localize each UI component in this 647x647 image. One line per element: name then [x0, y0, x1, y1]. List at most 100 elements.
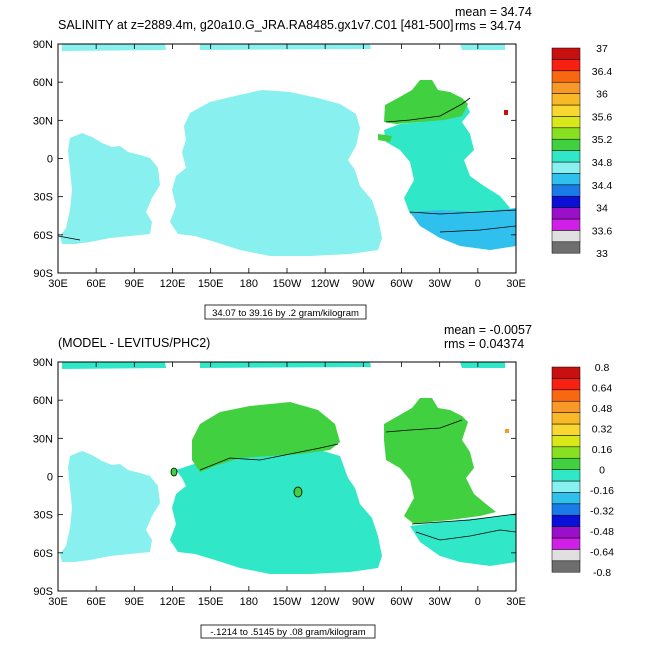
- x-tick-label: 60W: [390, 278, 413, 290]
- x-tick-label: 150E: [198, 278, 224, 290]
- colorbar-label: 33: [596, 248, 608, 260]
- panel-2-pacific-south: [170, 450, 382, 574]
- colorbar-swatch: [551, 412, 581, 425]
- y-tick-label: 60S: [33, 548, 53, 560]
- colorbar-swatch: [551, 503, 581, 516]
- x-tick-label: 120E: [160, 278, 186, 290]
- x-tick-label: 30E: [48, 278, 68, 290]
- colorbar-swatch: [551, 457, 581, 470]
- colorbar-swatch: [551, 423, 581, 436]
- y-tick-label: 30S: [33, 192, 53, 204]
- colorbar-swatch: [551, 230, 581, 243]
- panel-2-atlantic: [384, 398, 496, 524]
- y-tick-label: 30N: [33, 115, 53, 127]
- panel-1-arctic: [62, 44, 505, 51]
- colorbar-swatch: [551, 241, 581, 254]
- x-tick-label: 0: [475, 278, 481, 290]
- panel-2-range-note: -.1214 to .5145 by .08 gram/kilogram: [210, 627, 365, 638]
- panel-1-mean: mean = 34.74: [455, 5, 532, 19]
- colorbar-swatch: [551, 378, 581, 391]
- colorbar-swatch: [551, 549, 581, 562]
- x-tick-label: 150E: [198, 596, 224, 608]
- y-tick-label: 60N: [33, 77, 53, 89]
- panel-2-arctic: [62, 362, 505, 369]
- colorbar-label: 0.8: [595, 362, 610, 374]
- colorbar-swatch: [551, 195, 581, 208]
- colorbar-swatch: [551, 560, 581, 573]
- panel-2-range-box: [200, 624, 376, 639]
- colorbar-label: 0.64: [592, 383, 613, 395]
- colorbar-swatch: [551, 184, 581, 197]
- colorbar-swatch: [551, 93, 581, 106]
- y-tick-label: 30N: [33, 433, 53, 445]
- colorbar-label: -0.32: [590, 506, 614, 518]
- colorbar-swatch: [551, 70, 581, 83]
- x-tick-label: 120W: [311, 596, 340, 608]
- colorbar-label: 36.4: [592, 66, 613, 78]
- colorbar-label: 34.8: [592, 157, 613, 169]
- panel-1-contour-south2: [439, 225, 517, 233]
- colorbar-label: 36: [596, 89, 608, 101]
- panel-1-range-box: [204, 304, 367, 320]
- panel-2-map: [60, 362, 517, 574]
- colorbar-swatch: [551, 480, 581, 493]
- colorbar-swatch: [551, 469, 581, 482]
- colorbar-label: 0.48: [592, 403, 613, 415]
- y-tick-label: 30S: [33, 510, 53, 522]
- colorbar-swatch: [551, 389, 581, 402]
- colorbar-swatch: [551, 435, 581, 448]
- panel-2: (MODEL - LEVITUS/PHC2) mean = -0.0057 rm…: [33, 323, 614, 639]
- colorbar-label: 35.6: [592, 111, 613, 123]
- colorbar-swatch: [551, 207, 581, 220]
- x-tick-label: 150W: [273, 278, 302, 290]
- x-tick-label: 30E: [506, 278, 526, 290]
- y-tick-label: 0: [47, 472, 53, 484]
- x-tick-label: 90W: [352, 278, 375, 290]
- panel-1-med: [378, 134, 392, 142]
- colorbar-label: 0.32: [592, 424, 613, 436]
- colorbar-swatch: [551, 81, 581, 94]
- panel-2-contour-blob2: [170, 467, 178, 477]
- colorbar-label: 33.6: [592, 225, 613, 237]
- x-tick-label: 60W: [390, 596, 413, 608]
- panel-1-contour-west: [57, 235, 81, 241]
- colorbar-swatch: [551, 150, 581, 163]
- y-tick-label: 90S: [33, 586, 53, 598]
- colorbar-swatch: [551, 492, 581, 505]
- panel-1-title: SALINITY at z=2889.4m, g20a10.G_JRA.RA84…: [58, 18, 454, 32]
- x-tick-label: 0: [475, 596, 481, 608]
- x-tick-label: 180: [240, 596, 258, 608]
- panel-2-hot-spot: [505, 429, 509, 433]
- x-tick-label: 30E: [48, 596, 68, 608]
- panel-1-range-note: 34.07 to 39.16 by .2 gram/kilogram: [212, 308, 359, 319]
- y-tick-label: 60N: [33, 395, 53, 407]
- x-tick-label: 180: [240, 278, 258, 290]
- colorbar-swatch: [551, 138, 581, 151]
- panel-1-indian: [60, 133, 160, 244]
- panel-2-indian: [60, 451, 160, 562]
- colorbar-swatch: [551, 446, 581, 459]
- y-tick-label: 90N: [33, 357, 53, 369]
- panel-2-yticks: 90N 60N 30N 0 30S 60S 90S: [33, 357, 516, 598]
- colorbar-label: 34.4: [592, 180, 613, 192]
- x-tick-label: 30W: [428, 278, 451, 290]
- panel-1-hot-spot: [504, 110, 508, 115]
- y-tick-label: 60S: [33, 230, 53, 242]
- colorbar-label: 0: [599, 465, 605, 477]
- x-tick-label: 60E: [86, 596, 106, 608]
- colorbar-label: 0.16: [592, 444, 613, 456]
- colorbar-swatch: [551, 47, 581, 60]
- panel-1-map: [57, 44, 517, 256]
- panel-1-contour-north: [385, 97, 471, 123]
- panel-2-xticks: 30E 60E 90E 120E 150E 180 150W 120W 90W 60W 30W 0 30…: [48, 362, 526, 608]
- x-tick-label: 150W: [273, 596, 302, 608]
- y-tick-label: 0: [47, 154, 53, 166]
- x-tick-label: 90W: [352, 596, 375, 608]
- panel-2-southern: [410, 514, 516, 566]
- colorbar-swatch: [551, 366, 581, 379]
- panel-1-atlantic: [384, 102, 510, 218]
- panel-2-title: (MODEL - LEVITUS/PHC2): [58, 336, 210, 350]
- x-tick-label: 90E: [125, 596, 145, 608]
- x-tick-label: 30E: [506, 596, 526, 608]
- colorbar-swatch: [551, 514, 581, 527]
